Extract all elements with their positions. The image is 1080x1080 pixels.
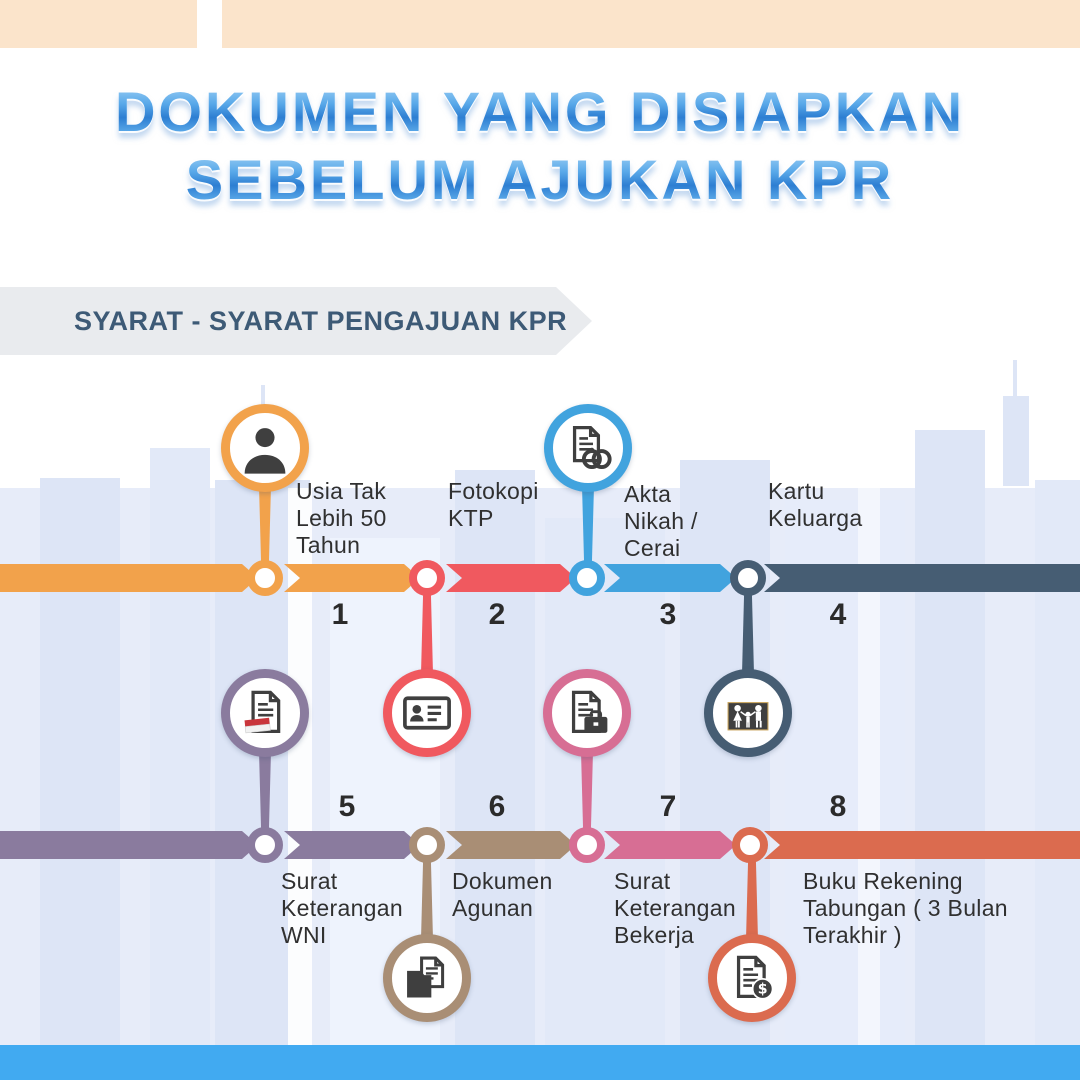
timeline-segment-7 <box>604 831 736 859</box>
timeline-segment-2 <box>446 564 576 592</box>
step-4-pin <box>730 560 766 596</box>
step-6-label: Dokumen Agunan <box>452 868 553 921</box>
marriage-rings-document-icon <box>572 426 612 470</box>
briefcase-document-icon <box>571 690 608 734</box>
step-5-number: 5 <box>338 790 356 823</box>
step-1-icon-circle <box>221 404 309 492</box>
step-1-pin <box>247 560 283 596</box>
skyline-light-gap <box>858 488 880 1045</box>
step-7-icon-circle <box>543 669 631 757</box>
folder-document-icon <box>407 956 445 998</box>
step-8-icon-circle: $ <box>708 934 796 1022</box>
step-6-pin <box>409 827 445 863</box>
step-2-icon-circle <box>383 669 471 757</box>
svg-text:$: $ <box>758 982 768 998</box>
money-document-icon: $ <box>736 955 774 1000</box>
step-5-pin <box>247 827 283 863</box>
timeline-segment-4 <box>764 564 1080 592</box>
step-3-icon-circle <box>544 404 632 492</box>
step-2-pin <box>409 560 445 596</box>
timeline-segment-3 <box>604 564 736 592</box>
step-8-number: 8 <box>829 790 847 823</box>
page-title-line1: DOKUMEN YANG DISIAPKAN <box>0 78 1080 146</box>
timeline-segment-5b <box>284 831 420 859</box>
person-icon <box>244 428 286 474</box>
step-8-pin <box>732 827 768 863</box>
step-4-number: 4 <box>829 598 847 631</box>
page-title: DOKUMEN YANG DISIAPKAN SEBELUM AJUKAN KP… <box>0 78 1080 214</box>
timeline-segment-1b <box>284 564 420 592</box>
step-7-label: Surat Keterangan Bekerja <box>614 868 736 948</box>
step-1-number: 1 <box>331 598 349 631</box>
flag-document-icon <box>244 690 281 734</box>
timeline-segment-1a <box>0 564 258 592</box>
step-5-icon-circle <box>221 669 309 757</box>
timeline-segment-5a <box>0 831 258 859</box>
family-icon <box>727 702 769 731</box>
step-3-number: 3 <box>659 598 677 631</box>
section-banner: SYARAT - SYARAT PENGAJUAN KPR <box>0 287 592 355</box>
header-block-right <box>222 0 1080 48</box>
step-6-number: 6 <box>488 790 506 823</box>
step-5-label: Surat Keterangan WNI <box>281 868 403 948</box>
id-card-icon <box>403 696 451 730</box>
step-4-icon-circle <box>704 669 792 757</box>
header-block-left <box>0 0 197 48</box>
step-4-label: Kartu Keluarga <box>768 478 863 531</box>
step-7-number: 7 <box>659 790 677 823</box>
footer-bar <box>0 1045 1080 1080</box>
step-1-label: Usia Tak Lebih 50 Tahun <box>296 478 387 558</box>
step-2-number: 2 <box>488 598 506 631</box>
timeline-segment-8 <box>764 831 1080 859</box>
step-3-label: Akta Nikah / Cerai <box>624 481 698 561</box>
section-banner-label: SYARAT - SYARAT PENGAJUAN KPR <box>74 306 568 336</box>
step-7-pin <box>569 827 605 863</box>
step-6-icon-circle <box>383 934 471 1022</box>
timeline-segment-6 <box>446 831 576 859</box>
page-title-line2: SEBELUM AJUKAN KPR <box>0 146 1080 214</box>
step-8-label: Buku Rekening Tabungan ( 3 Bulan Terakhi… <box>803 868 1008 948</box>
step-3-pin <box>569 560 605 596</box>
step-2-label: Fotokopi KTP <box>448 478 539 531</box>
